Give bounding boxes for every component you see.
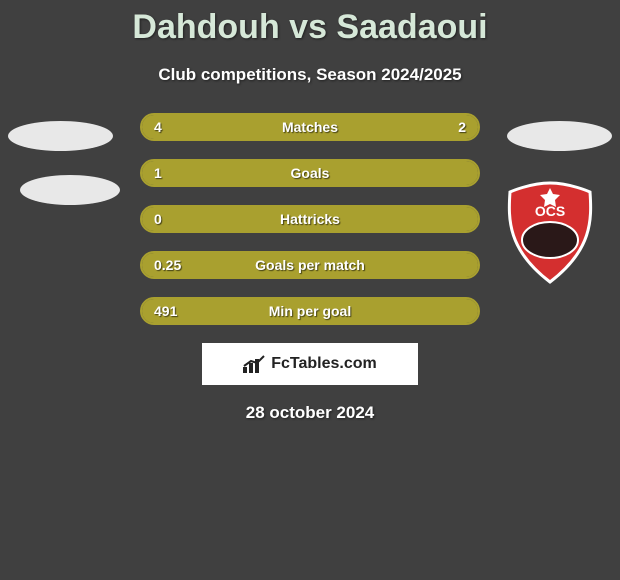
page-subtitle: Club competitions, Season 2024/2025	[0, 65, 620, 85]
watermark-fctables: FcTables.com	[202, 343, 418, 385]
club-badge-right: OCS	[500, 180, 600, 285]
page-title: Dahdouh vs Saadaoui	[0, 0, 620, 47]
bar-left-value: 0.25	[154, 257, 181, 273]
bar-label: Min per goal	[269, 303, 351, 319]
watermark-text: FcTables.com	[271, 355, 377, 373]
stat-bar: 0 Hattricks	[140, 205, 480, 233]
player-right-placeholder	[507, 121, 612, 151]
bar-left-value: 0	[154, 211, 162, 227]
stat-bar: 0.25 Goals per match	[140, 251, 480, 279]
stats-bars: 4 2 Matches 1 Goals 0 Hattricks 0.25 Goals per m…	[140, 113, 480, 325]
chart-icon	[243, 355, 265, 373]
bar-label: Goals	[291, 165, 330, 181]
stat-bar: 4 2 Matches	[140, 113, 480, 141]
bar-left-value: 4	[154, 119, 162, 135]
player-left-placeholder-1	[8, 121, 113, 151]
bar-left-value: 491	[154, 303, 177, 319]
bar-label: Goals per match	[255, 257, 365, 273]
club-badge-text: OCS	[535, 203, 565, 219]
player-left-placeholder-2	[20, 175, 120, 205]
bar-right-value: 2	[458, 119, 466, 135]
stat-bar: 1 Goals	[140, 159, 480, 187]
bar-left-value: 1	[154, 165, 162, 181]
bar-label: Hattricks	[280, 211, 340, 227]
stat-bar: 491 Min per goal	[140, 297, 480, 325]
bar-label: Matches	[282, 119, 338, 135]
date-text: 28 october 2024	[0, 403, 620, 423]
